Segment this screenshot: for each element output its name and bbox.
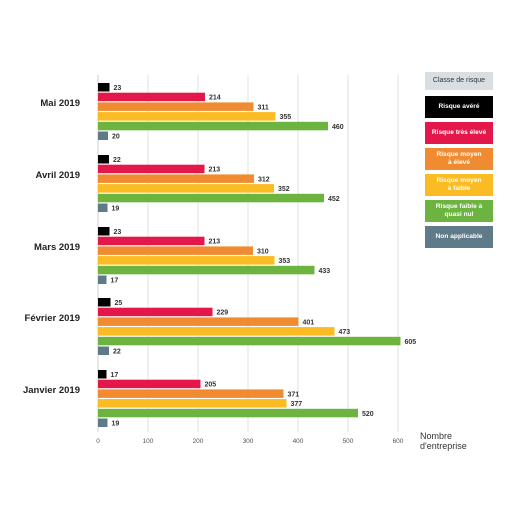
data-label: 352 [278, 186, 290, 193]
data-label: 377 [291, 401, 303, 408]
bar [98, 193, 324, 203]
data-label: 473 [339, 329, 351, 336]
bar [98, 265, 315, 275]
bar [98, 112, 276, 121]
legend-item: Risque avéré [425, 96, 493, 118]
data-label: 401 [303, 319, 315, 326]
data-label: 229 [217, 310, 229, 317]
legend-title: Classe de risque [425, 72, 493, 90]
bar [98, 389, 284, 398]
bar [98, 174, 254, 183]
bar [98, 164, 205, 174]
data-label: 213 [209, 167, 221, 174]
bar [98, 92, 205, 102]
legend-item: Risque très élevé [425, 122, 493, 144]
bar [98, 307, 213, 317]
category-label: Mai 2019 [40, 98, 80, 109]
data-label: 25 [115, 300, 123, 307]
bar [98, 256, 275, 265]
data-label: 353 [279, 258, 291, 265]
data-label: 355 [280, 114, 292, 121]
bar [98, 275, 107, 284]
data-label: 433 [319, 268, 331, 275]
bar [98, 346, 109, 355]
data-label: 20 [112, 134, 120, 141]
legend-item: Non applicable [425, 226, 493, 248]
bar [98, 327, 335, 336]
data-label: 17 [111, 372, 119, 379]
data-label: 19 [112, 206, 120, 213]
x-tick-label: 100 [143, 438, 154, 445]
bar [98, 121, 328, 131]
bar [98, 370, 107, 379]
data-label: 22 [113, 157, 121, 164]
data-label: 213 [209, 239, 221, 246]
data-label: 22 [113, 349, 121, 356]
bar [98, 102, 254, 111]
bar [98, 83, 110, 92]
bar [98, 236, 205, 246]
bar [98, 203, 108, 212]
x-tick-label: 0 [96, 438, 100, 445]
bar [98, 246, 253, 255]
data-label: 214 [209, 95, 221, 102]
data-label: 312 [258, 176, 270, 183]
bar [98, 155, 109, 164]
data-label: 371 [288, 391, 300, 398]
x-axis-label: Nombre d'entreprise [420, 431, 467, 451]
legend-item: Risque faible à quasi nul [425, 200, 493, 222]
legend-item: Risque moyen à élevé [425, 148, 493, 170]
x-tick-label: 200 [193, 438, 204, 445]
data-label: 19 [112, 421, 120, 428]
x-tick-label: 400 [293, 438, 304, 445]
data-label: 17 [111, 278, 119, 285]
data-label: 605 [405, 339, 417, 346]
category-label: Mars 2019 [34, 242, 80, 253]
bar [98, 336, 401, 346]
bar [98, 408, 358, 418]
legend-item: Risque moyen à faible [425, 174, 493, 196]
x-tick-label: 500 [343, 438, 354, 445]
data-label: 452 [328, 196, 340, 203]
legend: Classe de risque Risque avéré Risque très… [425, 72, 493, 252]
data-label: 311 [258, 104, 269, 111]
data-label: 23 [114, 229, 122, 236]
category-label: Janvier 2019 [23, 385, 80, 396]
x-tick-label: 600 [393, 438, 404, 445]
data-label: 310 [257, 248, 269, 255]
data-label: 205 [205, 382, 217, 389]
bar [98, 399, 287, 408]
data-label: 460 [332, 124, 344, 131]
bar [98, 131, 108, 140]
data-label: 520 [362, 411, 374, 418]
data-label: 23 [114, 85, 122, 92]
x-tick-label: 300 [243, 438, 254, 445]
bar [98, 227, 110, 236]
bar [98, 298, 111, 307]
category-label: Février 2019 [25, 313, 80, 324]
bar [98, 418, 108, 427]
category-label: Avril 2019 [35, 170, 80, 181]
bar [98, 184, 274, 193]
bar [98, 317, 299, 326]
bar [98, 379, 201, 389]
